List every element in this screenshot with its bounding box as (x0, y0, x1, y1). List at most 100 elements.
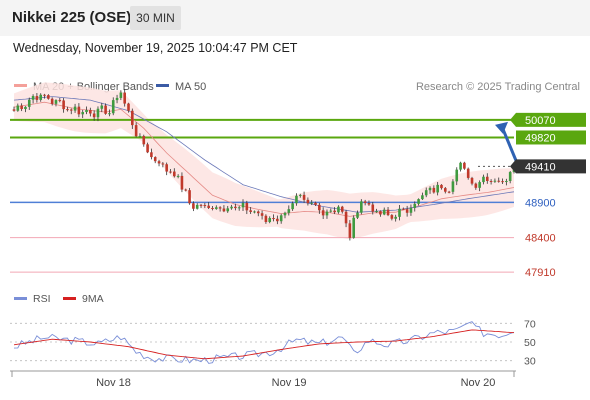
price-tag-label: 48900 (525, 197, 556, 209)
candle-body (398, 208, 401, 217)
rsi-tick-label: 70 (524, 318, 536, 330)
candle-body (134, 125, 138, 137)
candle-body (386, 209, 390, 216)
candle-body (268, 218, 272, 222)
candle-body (199, 204, 203, 206)
candle-body (375, 211, 378, 213)
candle-body (409, 207, 413, 213)
candle-body (169, 171, 172, 173)
forecast-arrow-head (495, 121, 508, 134)
candle-body (77, 106, 81, 115)
candle-body (443, 188, 447, 192)
candle-body (203, 205, 207, 207)
candle-body (89, 109, 92, 114)
candle-body (35, 96, 39, 100)
candle-body (329, 210, 333, 212)
candle-body (142, 136, 146, 145)
candle-body (302, 194, 306, 200)
candle-body (466, 168, 470, 178)
candle-body (27, 99, 31, 107)
time-axis-label: Nov 19 (272, 377, 307, 389)
price-tag-label: 49820 (525, 132, 556, 144)
ma50-line (13, 96, 515, 213)
candle-body (54, 100, 58, 104)
candle-body (111, 100, 115, 114)
candle-body (314, 202, 317, 205)
candle-body (421, 195, 424, 200)
candle-body (474, 183, 478, 188)
candle-body (264, 215, 268, 222)
candle-body (489, 180, 493, 182)
candle-body (127, 103, 130, 111)
candle-body (43, 94, 46, 96)
candle-body (211, 207, 214, 209)
rsi-tick-label: 30 (524, 356, 536, 368)
candle-body (153, 157, 157, 162)
candle-body (390, 215, 394, 219)
candle-body (451, 181, 455, 192)
candle-body (382, 209, 386, 215)
candle-body (340, 206, 344, 212)
price-tag-label: 48400 (525, 233, 556, 245)
rsi-line (13, 321, 515, 364)
price-tag-label: 49410 (525, 161, 556, 173)
candle-body (58, 100, 62, 102)
rsi-legend-label: RSI (33, 293, 51, 305)
candle-body (497, 180, 501, 182)
candle-body (508, 172, 512, 181)
candle-body (256, 211, 260, 214)
rsi-legend-swatch (14, 297, 27, 300)
candle-body (157, 161, 161, 164)
candle-body (176, 175, 180, 177)
candle-body (428, 187, 432, 191)
candle-body (165, 164, 168, 172)
ma20-legend-swatch (14, 84, 27, 87)
candle-body (192, 203, 195, 209)
candle-body (272, 218, 275, 220)
candle-body (253, 211, 256, 213)
rsi-ma-line (13, 329, 515, 360)
candle-body (379, 211, 382, 215)
candlestick-series (12, 89, 516, 241)
rsi-ma-legend-swatch (63, 297, 76, 300)
candle-body (119, 92, 123, 98)
candle-body (310, 202, 314, 204)
rsi-ma-legend-label: 9MA (82, 293, 104, 305)
candle-body (207, 205, 210, 208)
timeframe-button[interactable]: 30 MIN (130, 6, 181, 30)
candle-body (321, 210, 325, 216)
candle-body (245, 202, 249, 211)
candle-body (62, 100, 65, 110)
candle-body (180, 175, 184, 190)
candle-body (287, 209, 291, 213)
candle-body (237, 207, 241, 209)
candle-body (402, 208, 405, 210)
forecast-arrow-shaft (500, 126, 520, 166)
candle-body (146, 144, 149, 153)
candle-body (184, 189, 188, 191)
candle-body (138, 136, 142, 138)
instrument-title: Nikkei 225 (OSE) (12, 9, 132, 26)
price-tag-pointer (510, 112, 516, 127)
candle-body (344, 211, 348, 224)
chart-header: Nikkei 225 (OSE) 30 MIN (0, 0, 590, 36)
candle-body (493, 180, 497, 182)
candle-body (260, 213, 264, 216)
candle-body (432, 187, 436, 193)
candle-body (295, 195, 298, 204)
candle-body (501, 181, 504, 183)
candle-body (39, 94, 43, 100)
candle-body (100, 105, 104, 109)
price-tag-box (516, 159, 586, 174)
candle-body (356, 212, 359, 218)
bollinger-bands (14, 82, 514, 240)
time-axis: Nov 18 Nov 19 Nov 20 (10, 370, 516, 389)
price-tag-label: 47910 (525, 267, 556, 279)
chart-datetime: Wednesday, November 19, 2025 10:04:47 PM… (13, 41, 298, 55)
time-axis-label: Nov 20 (461, 377, 496, 389)
rsi-legend: RSI 9MA (14, 293, 104, 305)
candle-body (478, 182, 481, 188)
candle-body (417, 199, 420, 204)
price-tag-label: 50070 (525, 115, 556, 127)
candle-body (234, 206, 237, 209)
